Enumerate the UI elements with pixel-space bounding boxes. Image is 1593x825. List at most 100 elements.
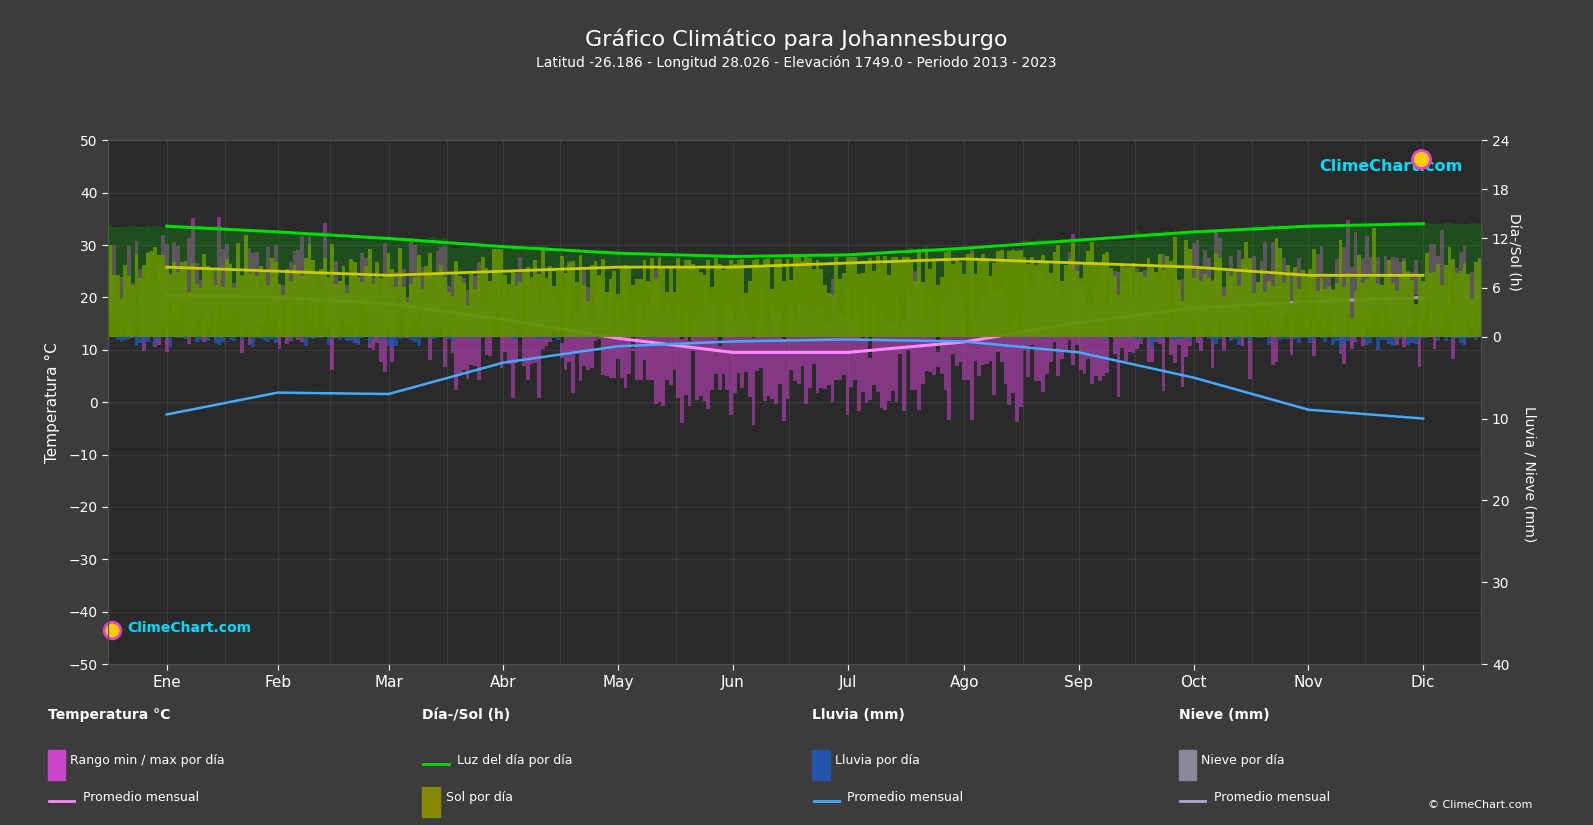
Bar — [421, 267, 424, 330]
Text: Nieve (mm): Nieve (mm) — [1179, 709, 1270, 723]
Bar — [330, 239, 335, 337]
Bar — [796, 257, 801, 337]
Bar — [180, 262, 183, 337]
Bar — [1410, 337, 1413, 343]
Bar — [1360, 227, 1365, 337]
Bar — [804, 257, 808, 337]
Bar — [346, 337, 349, 341]
Bar — [282, 285, 285, 300]
Bar — [1313, 249, 1316, 337]
Bar — [1343, 248, 1346, 364]
Bar — [1376, 257, 1380, 309]
Bar — [1048, 281, 1053, 362]
Bar — [642, 323, 647, 361]
Y-axis label: Temperatura °C: Temperatura °C — [45, 342, 61, 463]
Bar — [1004, 298, 1007, 384]
Bar — [307, 236, 312, 321]
Bar — [507, 296, 511, 365]
Bar — [484, 268, 489, 337]
Bar — [1432, 244, 1437, 350]
Bar — [150, 227, 153, 337]
Bar — [1474, 282, 1478, 309]
Bar — [951, 285, 954, 354]
Bar — [473, 276, 476, 366]
Bar — [312, 279, 315, 304]
Bar — [1266, 276, 1271, 321]
Bar — [1230, 276, 1233, 337]
Bar — [808, 258, 812, 337]
Bar — [511, 275, 515, 398]
Bar — [274, 231, 277, 337]
Bar — [1083, 285, 1086, 374]
Bar — [1407, 272, 1410, 337]
Bar — [1343, 287, 1346, 337]
Text: Temperatura °C: Temperatura °C — [48, 709, 170, 723]
Bar — [1007, 330, 1012, 405]
Bar — [1207, 231, 1211, 337]
Bar — [1260, 262, 1263, 304]
Bar — [241, 275, 244, 337]
Bar — [843, 317, 846, 375]
Bar — [1384, 256, 1388, 306]
Bar — [150, 275, 153, 330]
Bar — [360, 252, 365, 300]
Bar — [1222, 233, 1225, 337]
Bar — [199, 288, 202, 337]
Bar — [534, 260, 537, 337]
Bar — [1373, 267, 1376, 312]
Bar — [970, 246, 973, 420]
Bar — [1316, 291, 1319, 337]
Bar — [443, 238, 448, 337]
Bar — [429, 252, 432, 337]
Bar — [429, 262, 432, 361]
Bar — [1388, 281, 1391, 319]
Bar — [1233, 337, 1236, 339]
Bar — [819, 269, 824, 337]
Bar — [357, 238, 360, 337]
Bar — [1219, 258, 1222, 337]
Bar — [473, 290, 476, 337]
Bar — [379, 337, 382, 341]
Bar — [354, 337, 357, 342]
Bar — [1211, 280, 1214, 337]
Bar — [1308, 226, 1313, 337]
Bar — [247, 273, 252, 337]
Bar — [393, 287, 398, 337]
Bar — [755, 319, 760, 371]
Bar — [937, 248, 940, 337]
Bar — [417, 280, 421, 314]
Bar — [1139, 271, 1142, 337]
Bar — [217, 226, 221, 337]
Bar — [1282, 226, 1286, 337]
Bar — [183, 278, 188, 332]
Bar — [1147, 233, 1150, 337]
Bar — [112, 275, 116, 337]
Bar — [1470, 337, 1474, 338]
Bar — [1462, 263, 1467, 337]
Bar — [1053, 252, 1056, 337]
Bar — [1128, 240, 1131, 337]
Bar — [127, 337, 131, 339]
Bar — [1263, 291, 1266, 337]
Bar — [1274, 337, 1278, 341]
Bar — [354, 238, 357, 337]
Bar — [1290, 227, 1294, 337]
Bar — [296, 273, 299, 337]
Bar — [642, 253, 647, 337]
Bar — [1192, 243, 1196, 321]
Bar — [164, 244, 169, 352]
Bar — [752, 260, 755, 337]
Bar — [1117, 295, 1120, 337]
Bar — [202, 227, 205, 337]
Bar — [612, 271, 616, 337]
Bar — [1278, 248, 1282, 337]
Bar — [476, 275, 481, 337]
Bar — [288, 232, 293, 337]
Bar — [534, 273, 537, 364]
Bar — [1155, 337, 1158, 339]
Bar — [677, 258, 680, 337]
Bar — [523, 248, 526, 337]
Bar — [1244, 337, 1249, 338]
Bar — [1443, 266, 1448, 337]
Bar — [703, 276, 707, 337]
